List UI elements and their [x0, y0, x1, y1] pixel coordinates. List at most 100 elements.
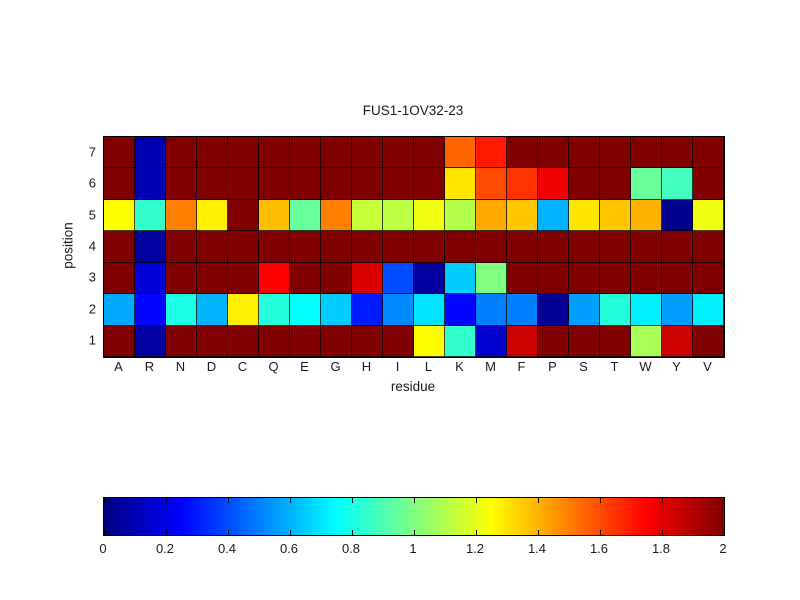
colorbar-tick-mark [289, 530, 291, 535]
heatmap-cell [259, 294, 290, 326]
heatmap-cell [631, 325, 662, 357]
heatmap-cell [693, 168, 724, 200]
heatmap-cell [135, 168, 166, 200]
heatmap-cell [476, 199, 507, 232]
heatmap-cell [600, 294, 631, 326]
heatmap-cell [104, 294, 135, 326]
y-tick-label: 3 [88, 269, 96, 285]
heatmap-cell [569, 325, 600, 357]
colorbar-tick-label: 0 [99, 541, 107, 556]
heatmap-cell [321, 262, 352, 295]
heatmap-cell [352, 199, 383, 232]
heatmap-cell [228, 294, 259, 326]
heatmap-cell [538, 262, 569, 295]
x-tick-label: K [455, 359, 464, 374]
heatmap-cell [693, 199, 724, 232]
heatmap-cell [383, 137, 414, 169]
heatmap-cell [383, 325, 414, 357]
heatmap-cell [693, 294, 724, 326]
heatmap-cell [290, 325, 321, 357]
colorbar-tick-label: 0.6 [279, 541, 299, 556]
heatmap-cell [321, 168, 352, 200]
heatmap-cell [476, 168, 507, 200]
colorbar-tick-mark [723, 498, 725, 503]
heatmap-cell [104, 231, 135, 263]
heatmap-cell [352, 168, 383, 200]
colorbar-tick-label: 2 [719, 541, 727, 556]
x-tick-label: G [330, 359, 341, 374]
y-tick-label: 4 [88, 238, 96, 254]
heatmap-cell [445, 137, 476, 169]
heatmap-cell [445, 294, 476, 326]
x-tick-label: F [517, 359, 526, 374]
heatmap-cell [290, 199, 321, 232]
heatmap-cell [321, 137, 352, 169]
colorbar-tick-mark [351, 530, 353, 535]
colorbar-tick-mark [103, 530, 105, 535]
colorbar-tick-label: 0.4 [217, 541, 237, 556]
heatmap-cell [228, 325, 259, 357]
heatmap-cell [414, 294, 445, 326]
heatmap-cell [259, 137, 290, 169]
heatmap-cell [259, 262, 290, 295]
colorbar-tick-label: 1.8 [651, 541, 671, 556]
heatmap-cell [445, 168, 476, 200]
heatmap-cell [197, 262, 228, 295]
heatmap-cell [104, 168, 135, 200]
heatmap-cell [166, 294, 197, 326]
heatmap-cell [104, 199, 135, 232]
colorbar-tick-mark [413, 530, 415, 535]
heatmap-cell [352, 137, 383, 169]
heatmap-cell [507, 168, 538, 200]
y-tick-label: 5 [88, 207, 96, 223]
heatmap-cell [507, 262, 538, 295]
heatmap-cell [321, 294, 352, 326]
heatmap-cell [414, 199, 445, 232]
heatmap-cell [197, 199, 228, 232]
heatmap-cell [538, 325, 569, 357]
heatmap-cell [352, 325, 383, 357]
colorbar-tick-mark [475, 498, 477, 503]
heatmap-cell [352, 294, 383, 326]
x-tick-label: S [579, 359, 588, 374]
heatmap-cell [445, 325, 476, 357]
heatmap-cell [290, 294, 321, 326]
x-tick-label: W [639, 359, 652, 374]
colorbar-tick-mark [661, 530, 663, 535]
heatmap-cell [507, 294, 538, 326]
heatmap-cell [321, 231, 352, 263]
heatmap-cell [352, 231, 383, 263]
heatmap-cell [662, 325, 693, 357]
heatmap-cell [290, 262, 321, 295]
heatmap-cell [476, 325, 507, 357]
heatmap-cell [600, 168, 631, 200]
heatmap-cell [414, 137, 445, 169]
colorbar-tick-mark [227, 498, 229, 503]
heatmap-cell [228, 137, 259, 169]
x-tick-label: Q [268, 359, 279, 374]
heatmap-cell [414, 168, 445, 200]
heatmap-cell [662, 137, 693, 169]
heatmap-cell [600, 137, 631, 169]
heatmap-cell [631, 199, 662, 232]
heatmap-cell [290, 231, 321, 263]
heatmap-cell [538, 137, 569, 169]
heatmap-cell [383, 231, 414, 263]
colorbar-tick-label: 1 [409, 541, 417, 556]
heatmap-cell [662, 199, 693, 232]
heatmap-cell [166, 137, 197, 169]
heatmap-cell [259, 168, 290, 200]
heatmap-cell [569, 199, 600, 232]
heatmap-cell [662, 231, 693, 263]
heatmap-cell [197, 231, 228, 263]
heatmap-cell [104, 137, 135, 169]
heatmap-cell [228, 262, 259, 295]
colorbar-tick-mark [165, 498, 167, 503]
heatmap-cell [693, 231, 724, 263]
heatmap-cell [228, 168, 259, 200]
colorbar-tick-mark [289, 498, 291, 503]
colorbar-tick-mark [661, 498, 663, 503]
heatmap-cell [414, 262, 445, 295]
heatmap-cell [445, 199, 476, 232]
heatmap-cell [445, 262, 476, 295]
